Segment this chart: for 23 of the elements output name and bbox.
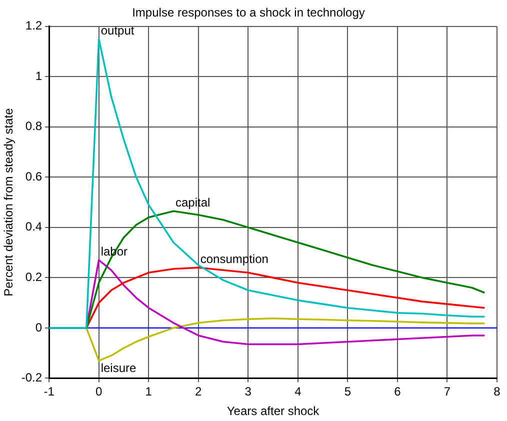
y-tick-label: 1.2 [25, 18, 42, 33]
x-tick-label: 4 [294, 384, 302, 399]
y-tick-label: 0.2 [25, 270, 42, 284]
series-label: leisure [100, 360, 137, 375]
y-tick-label: 0.8 [25, 119, 42, 134]
y-tick-label: 1 [35, 68, 42, 83]
y-tick-label: 0.4 [25, 220, 42, 234]
x-tick-label: 6 [394, 384, 402, 399]
x-tick-label: 5 [344, 384, 352, 399]
x-tick-label: 7 [444, 384, 451, 399]
chart-title: Impulse responses to a shock in technology [132, 6, 365, 20]
y-tick-label: 0 [35, 320, 42, 334]
series-label: output [100, 23, 135, 38]
x-tick-label: 1 [145, 384, 152, 399]
x-tick-label: 2 [195, 384, 202, 399]
x-tick-label: 0 [96, 384, 103, 399]
x-tick-label: 3 [244, 384, 252, 399]
x-axis-title: Years after shock [226, 404, 320, 418]
y-tick-label: -0.2 [21, 370, 42, 385]
y-tick-label: 0.6 [25, 169, 42, 184]
y-axis-title: Percent deviation from steady state [2, 108, 16, 296]
x-tick-label: 8 [494, 384, 501, 399]
x-tick-label: -1 [44, 384, 55, 399]
